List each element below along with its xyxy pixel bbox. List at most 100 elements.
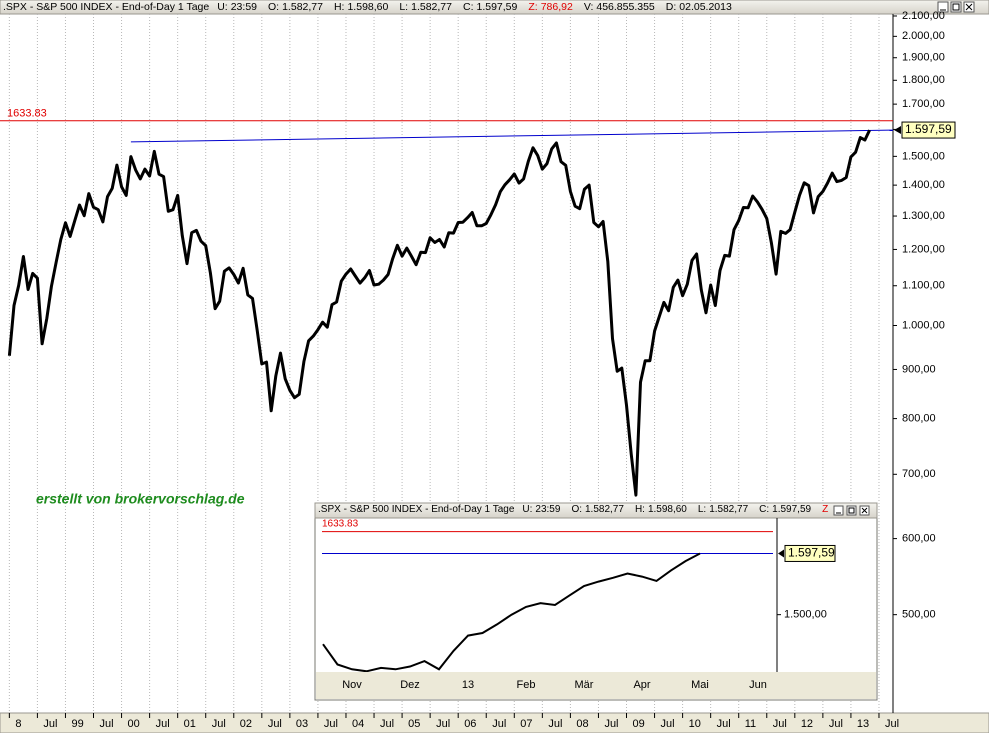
header-title: .SPX - S&P 500 INDEX - End-of-Day 1 Tage <box>318 504 515 515</box>
inset-price-line <box>322 552 701 672</box>
inset-axes: Nov Dez 13 Feb Mär Apr Mai Jun 1.500,00 1.597,59 <box>342 544 836 691</box>
header-field: H: 1.598,60 <box>635 504 690 515</box>
x-tick-label: Jul <box>829 718 843 730</box>
x-tick-label: Jul <box>212 718 226 730</box>
field-key: L: <box>399 1 409 13</box>
inset-x-tick-label: Mär <box>575 679 594 691</box>
x-tick-label: 00 <box>128 718 140 730</box>
x-tick-label: 07 <box>520 718 532 730</box>
x-tick-label: Jul <box>717 718 731 730</box>
chart-header: .SPX - S&P 500 INDEX - End-of-Day 1 Tage… <box>3 0 928 14</box>
y-tick-label: 1.400,00 <box>902 179 945 191</box>
field-value: 1.598,60 <box>347 1 389 13</box>
x-tick-label: Jul <box>436 718 450 730</box>
y-tick-label: 1.800,00 <box>902 74 945 86</box>
watermark: erstellt von brokervorschlag.de <box>36 491 245 507</box>
header-field: O: 1.582,77 <box>268 1 326 13</box>
header-field: U: 23:59 <box>522 504 563 515</box>
inset-plot: 1633.83 <box>322 518 773 672</box>
y-tick-label: 1.100,00 <box>902 280 945 292</box>
last-value-label: 1.597,59 <box>905 122 952 136</box>
header-field: C: 1.597,59 <box>759 504 814 515</box>
field-value: 456.855.355 <box>596 1 655 13</box>
y-tick-label: 700,00 <box>902 468 936 480</box>
axes: 8 Jul 99 Jul 00 Jul 01 Jul 02 Jul 03 Jul 04 Jul 05 Jul 0… <box>7 10 956 730</box>
y-tick-label: 1.900,00 <box>902 52 945 64</box>
field-key: O: <box>268 1 280 13</box>
x-tick-label: Jul <box>492 718 506 730</box>
inset-x-tick-label: Feb <box>517 679 536 691</box>
x-tick-label: Jul <box>380 718 394 730</box>
field-key: Z: <box>528 1 538 13</box>
header-field: L: 1.582,77 <box>399 1 455 13</box>
inset-x-tick-label: Dez <box>400 679 420 691</box>
x-tick-label: Jul <box>156 718 170 730</box>
field-key: D: <box>665 1 677 13</box>
inset-x-tick-label: 13 <box>462 679 474 691</box>
field-key: Z: <box>822 504 828 515</box>
last-value-box <box>901 121 956 139</box>
inset-x-tick-label: Apr <box>633 679 650 691</box>
x-tick-label: 05 <box>408 718 420 730</box>
field-key: C: <box>462 1 474 13</box>
x-tick-label: 13 <box>857 718 869 730</box>
y-tick-label: 800,00 <box>902 412 936 424</box>
field-value: 02.05.2013 <box>679 1 732 13</box>
inset-last-value-box <box>784 544 836 562</box>
x-tick-label: Jul <box>324 718 338 730</box>
inset-x-tick-label: Mai <box>691 679 709 691</box>
x-tick-label: 11 <box>745 718 756 730</box>
field-key: L: <box>697 504 707 515</box>
x-tick-label: 10 <box>689 718 701 730</box>
y-tick-label: 2.000,00 <box>902 30 945 42</box>
x-tick-label: Jul <box>604 718 618 730</box>
inset-header: .SPX - S&P 500 INDEX - End-of-Day 1 Tage… <box>318 503 828 517</box>
field-value: 1.597,59 <box>772 504 812 515</box>
trend-line <box>130 129 893 143</box>
field-value: 1.582,77 <box>282 1 323 13</box>
field-key: V: <box>583 1 594 13</box>
x-tick-label: 03 <box>296 718 308 730</box>
y-tick-label: 900,00 <box>902 363 936 375</box>
x-tick-label: 12 <box>801 718 813 730</box>
title-bar <box>0 0 989 15</box>
y-tick-label: 1.000,00 <box>902 319 945 331</box>
field-value: 1.597,59 <box>476 1 518 13</box>
field-key: H: <box>634 504 645 515</box>
x-tick-label: Jul <box>43 718 57 730</box>
inset-title-bar <box>314 502 878 519</box>
y-tick-label: 600,00 <box>902 533 936 545</box>
field-value: 1.582,77 <box>411 1 452 13</box>
x-axis-strip <box>0 712 989 733</box>
level-label: 1633.83 <box>7 108 47 120</box>
field-value: 786,92 <box>540 1 573 13</box>
field-value: 1.582,77 <box>585 504 624 515</box>
x-tick-label: 09 <box>633 718 645 730</box>
header-field: L: 1.582,77 <box>698 504 751 515</box>
field-value: 1.582,77 <box>709 504 749 515</box>
header-field: Z:786,92 <box>822 504 828 515</box>
inset-y-tick-label: 1.500,00 <box>784 609 827 621</box>
field-key: U: <box>522 504 533 515</box>
field-key: O: <box>571 504 582 515</box>
x-tick-label: Jul <box>661 718 675 730</box>
field-key: C: <box>759 504 770 515</box>
header-field: H: 1.598,60 <box>334 1 391 13</box>
window-controls[interactable] <box>937 1 975 13</box>
x-tick-label: 04 <box>352 718 364 730</box>
y-tick-label: 1.500,00 <box>902 150 945 162</box>
x-tick-label: Jul <box>773 718 787 730</box>
x-tick-label: Jul <box>268 718 282 730</box>
header-field: U: 23:59 <box>217 1 260 13</box>
inset-last-value-label: 1.597,59 <box>788 546 835 560</box>
header-field: D: 02.05.2013 <box>666 1 735 13</box>
inset-window <box>314 502 878 701</box>
x-tick-label: Jul <box>100 718 114 730</box>
inset-window-controls[interactable] <box>833 505 870 516</box>
header-field: C: 1.597,59 <box>463 1 520 13</box>
x-tick-label: 06 <box>464 718 476 730</box>
inset-level-label: 1633.83 <box>322 518 359 529</box>
y-tick-label: 1.700,00 <box>902 98 945 110</box>
